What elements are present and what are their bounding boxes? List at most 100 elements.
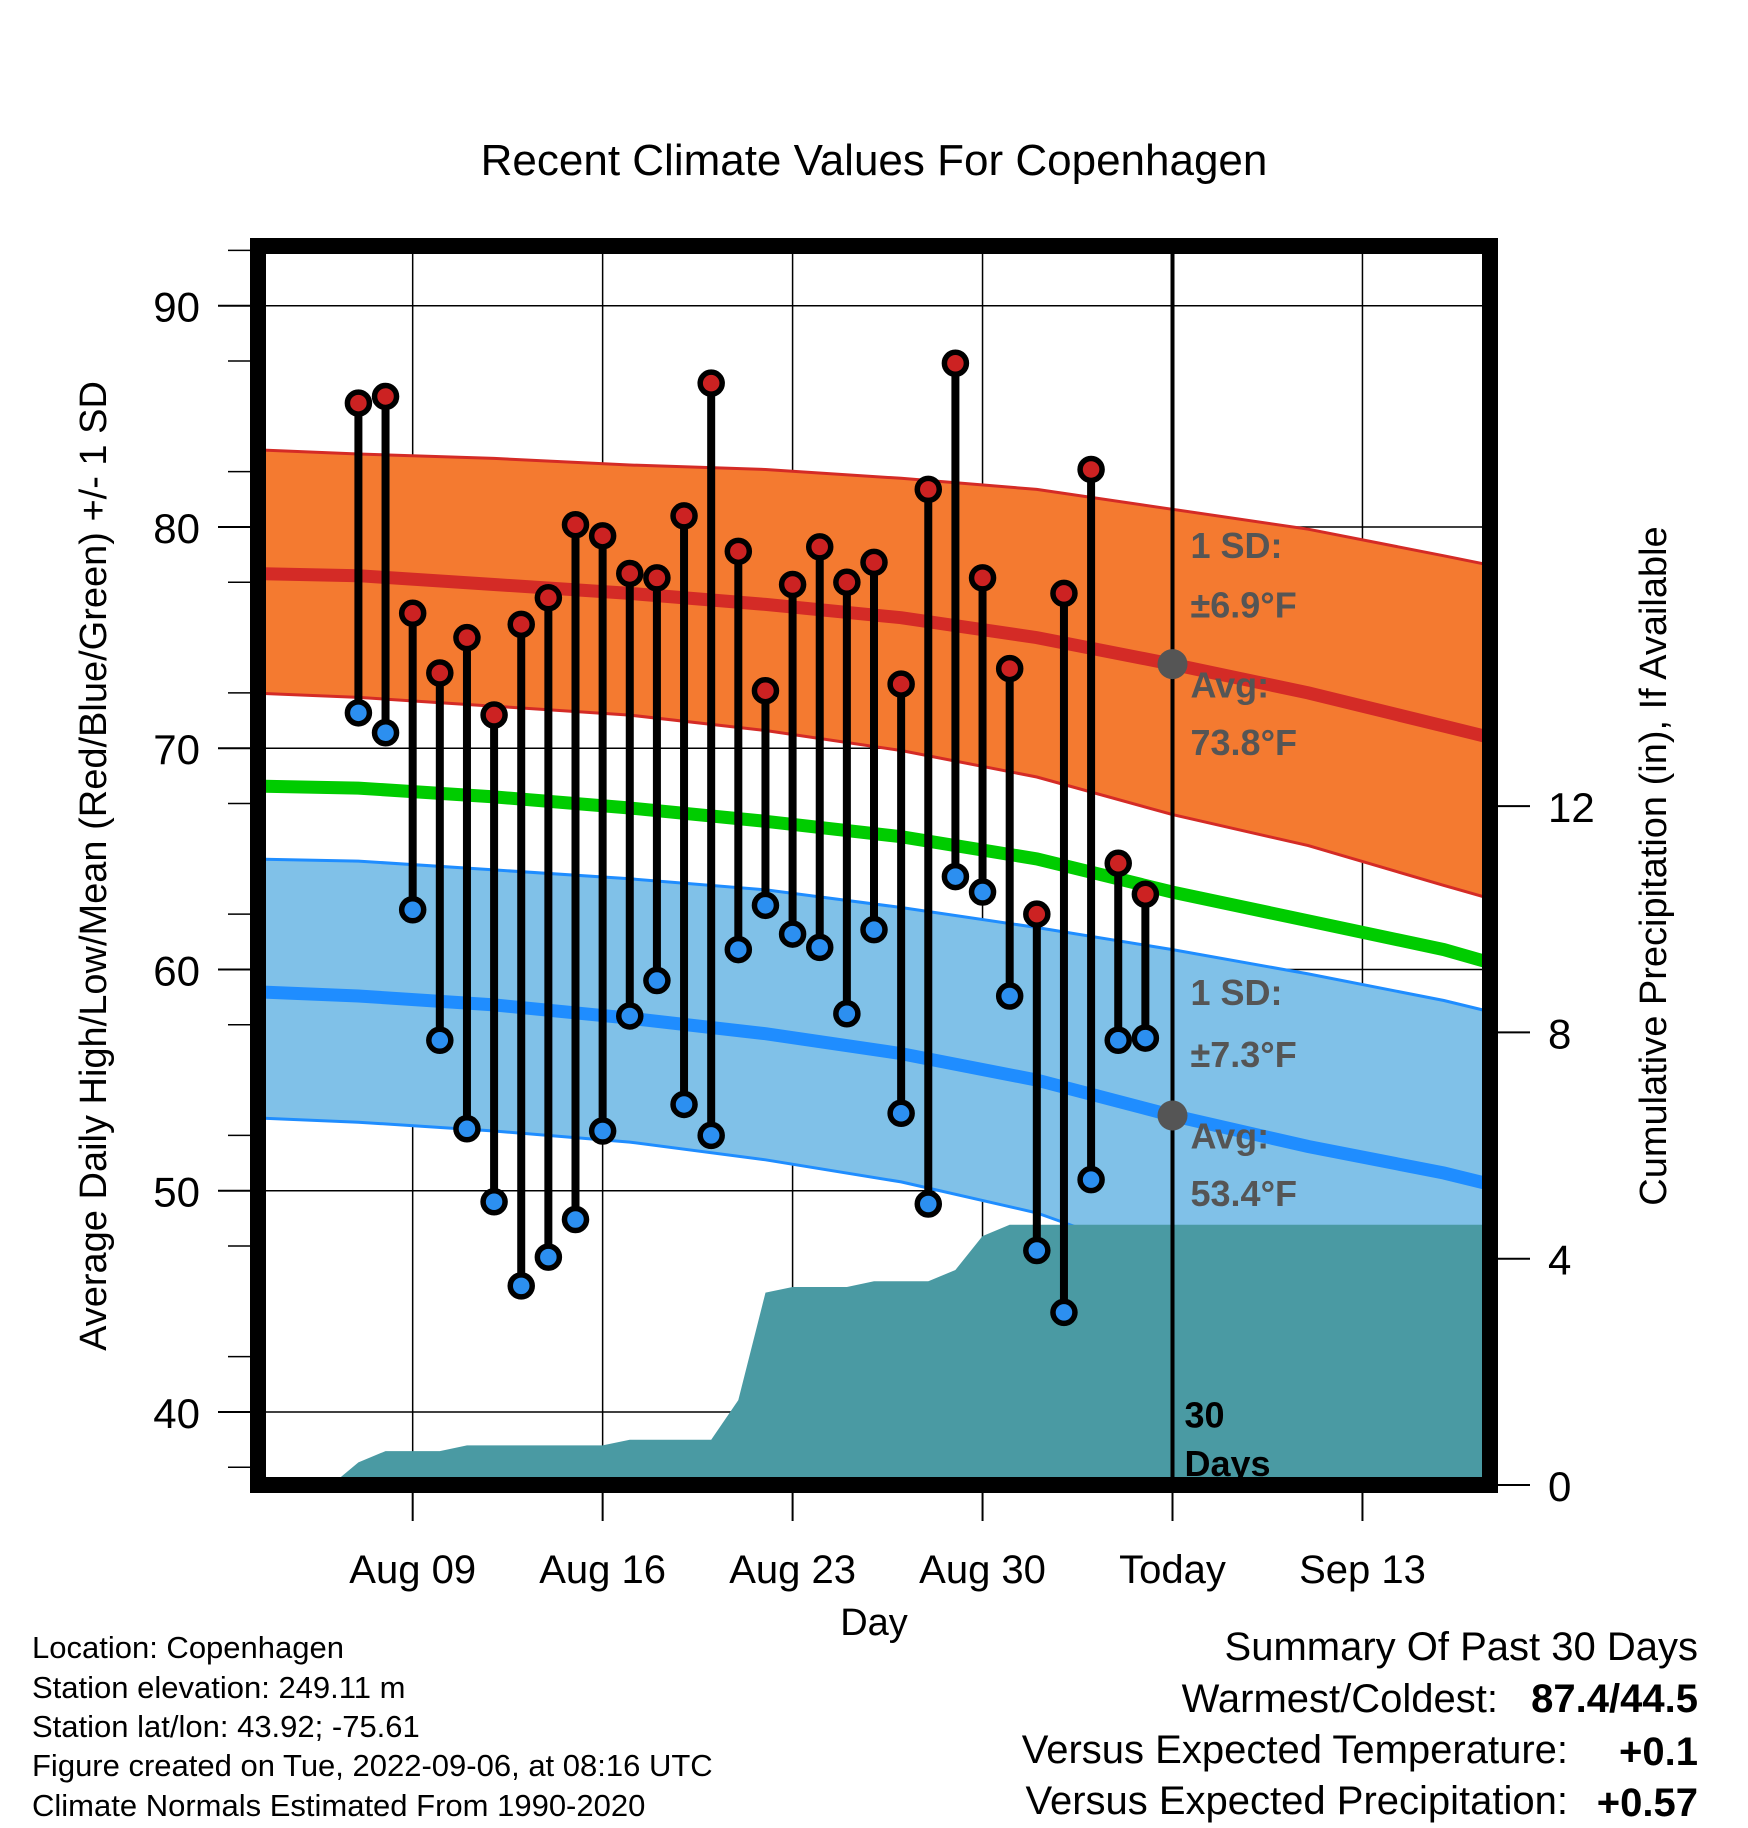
y-tick-label: 80 [153, 505, 200, 552]
daily-high-point [670, 502, 698, 530]
y2-tick-label: 8 [1548, 1010, 1571, 1057]
data-marks [344, 349, 1188, 1327]
daily-high-point [1023, 900, 1051, 928]
daily-high-point [588, 522, 617, 550]
y-tick-label: 70 [153, 726, 200, 773]
daily-high-point [1131, 880, 1160, 909]
daily-high-point [778, 570, 807, 599]
x-tick-label: Aug 30 [919, 1548, 1046, 1592]
summary-temp-label: Versus Expected Temperature: [1022, 1728, 1568, 1772]
annotations: 1 SD: ±6.9°F Avg: 73.8°F 1 SD: ±7.3°F Avg: 53.4… [1185, 525, 1297, 1484]
summary-temp-value: +0.1 [1619, 1730, 1698, 1774]
daily-high-point [453, 623, 481, 652]
daily-low-point [887, 1099, 915, 1128]
low-sd-label: 1 SD: [1191, 972, 1283, 1013]
daily-low-point [1104, 1026, 1132, 1055]
daily-high-point [643, 564, 671, 592]
daily-low-point [616, 1002, 644, 1030]
axes: 40 50 60 70 80 90 0 4 8 12 Aug 09 Aug 16 Aug 23 Aug 3… [153, 238, 1595, 1592]
daily-low-point [480, 1188, 508, 1216]
daily-low-point [1131, 1024, 1160, 1052]
daily-high-point [887, 670, 915, 698]
high-sd-label: 1 SD: [1191, 525, 1283, 566]
daily-high-point [941, 349, 970, 378]
daily-low-point [398, 896, 427, 924]
daily-high-point [914, 475, 943, 504]
summary-precip-label: Versus Expected Precipitation: [1025, 1779, 1568, 1823]
daily-low-point [426, 1026, 454, 1055]
daily-low-point [534, 1243, 563, 1271]
daily-high-point [398, 599, 427, 628]
daily-high-point [344, 389, 373, 417]
today-low-normal-dot [1157, 1100, 1188, 1131]
daily-low-point [778, 920, 807, 948]
daily-high-point [371, 382, 400, 411]
daily-high-point [507, 610, 535, 639]
daily-high-point [1104, 849, 1132, 878]
daily-low-point [805, 933, 834, 962]
y-tick-label: 50 [153, 1169, 200, 1216]
footer-info: Location: Copenhagen Station elevation: … [32, 1630, 713, 1823]
footer-latlon: Station lat/lon: 43.92; -75.61 [32, 1709, 420, 1744]
daily-high-point [1077, 455, 1105, 484]
daily-low-point [1050, 1298, 1078, 1327]
daily-low-point [751, 891, 780, 920]
daily-high-point [534, 584, 563, 612]
x-tick-label: Aug 09 [349, 1548, 476, 1592]
low-avg-value: 53.4°F [1191, 1173, 1297, 1214]
chart-title: Recent Climate Values For Copenhagen [481, 136, 1268, 185]
high-avg-label: Avg: [1191, 664, 1270, 705]
low-sd-value: ±7.3°F [1191, 1034, 1297, 1075]
daily-low-point [344, 699, 373, 727]
x-tick-label: Sep 13 [1299, 1548, 1426, 1592]
daily-low-point [724, 935, 753, 964]
daily-high-point [724, 537, 753, 566]
high-sd-upper-line [258, 448, 1490, 567]
x-axis-label: Day [840, 1602, 908, 1644]
y-tick-label: 90 [153, 284, 200, 331]
high-avg-value: 73.8°F [1191, 722, 1297, 763]
daily-low-point [995, 982, 1024, 1010]
low-sd-band [258, 859, 1490, 1275]
daily-high-point [1050, 579, 1078, 608]
footer-normals: Climate Normals Estimated From 1990-2020 [32, 1788, 645, 1823]
high-sd-value: ±6.9°F [1191, 585, 1297, 626]
y2-tick-label: 4 [1548, 1237, 1571, 1284]
summary-precip-value: +0.57 [1597, 1781, 1698, 1825]
footer-elevation: Station elevation: 249.11 m [32, 1670, 405, 1705]
daily-low-point [1023, 1236, 1051, 1265]
daily-high-point [833, 568, 861, 597]
daily-low-point [561, 1205, 590, 1234]
daily-low-point [670, 1090, 698, 1119]
daily-high-point [751, 676, 780, 705]
y-axis-label: Average Daily High/Low/Mean (Red/Blue/Gr… [73, 381, 115, 1351]
daily-high-point [426, 659, 454, 687]
daily-high-point [480, 701, 508, 729]
daily-low-point [697, 1121, 725, 1150]
footer-location: Location: Copenhagen [32, 1630, 344, 1665]
daily-low-point [1077, 1165, 1105, 1194]
daily-low-point [941, 862, 970, 891]
daily-high-point [805, 533, 834, 561]
plot-frame [250, 238, 1498, 1493]
daily-low-point [643, 966, 671, 995]
daily-low-point [507, 1272, 535, 1300]
normal-high-line [258, 567, 1490, 745]
summary-warm-cold-value: 87.4/44.5 [1531, 1677, 1698, 1721]
y-tick-label: 60 [153, 947, 200, 994]
y2-axis-label: Cumulative Precipitation (in), If Availa… [1633, 526, 1675, 1205]
daily-low-point [968, 878, 997, 906]
daily-low-point [833, 999, 861, 1028]
x-tick-label: Today [1119, 1548, 1226, 1592]
summary-title: Summary Of Past 30 Days [1225, 1625, 1698, 1669]
daily-high-point [968, 564, 997, 592]
daily-low-point [588, 1117, 617, 1145]
summary-block: Summary Of Past 30 Days Warmest/Coldest:… [1022, 1625, 1698, 1825]
daily-high-point [995, 654, 1024, 683]
y2-tick-label: 12 [1548, 784, 1595, 831]
precipitation-area [331, 1224, 1490, 1485]
daily-high-point [616, 559, 644, 588]
daily-high-point [697, 369, 725, 397]
footer-created: Figure created on Tue, 2022-09-06, at 08… [32, 1748, 713, 1783]
